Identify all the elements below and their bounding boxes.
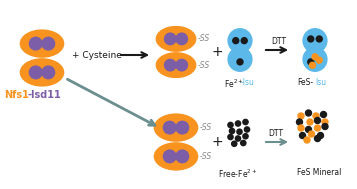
Circle shape — [243, 134, 248, 139]
Ellipse shape — [154, 114, 198, 141]
Circle shape — [165, 59, 176, 71]
Text: Fe$^{2+}$: Fe$^{2+}$ — [224, 78, 243, 90]
Circle shape — [308, 59, 314, 65]
Circle shape — [310, 62, 316, 68]
Text: Isu: Isu — [315, 78, 326, 87]
Circle shape — [42, 66, 55, 79]
Text: DTT: DTT — [271, 37, 286, 46]
Ellipse shape — [20, 59, 64, 86]
Circle shape — [176, 33, 187, 45]
Text: Nfs1: Nfs1 — [4, 90, 29, 100]
Circle shape — [42, 37, 55, 50]
Ellipse shape — [154, 143, 198, 170]
Text: -SS: -SS — [198, 34, 210, 43]
Text: +: + — [211, 45, 223, 59]
Circle shape — [306, 110, 312, 116]
Circle shape — [228, 47, 252, 71]
Circle shape — [322, 119, 328, 125]
Circle shape — [176, 121, 188, 134]
Ellipse shape — [156, 27, 196, 51]
Circle shape — [164, 121, 176, 134]
Circle shape — [316, 36, 322, 42]
Circle shape — [230, 128, 235, 134]
Circle shape — [233, 38, 239, 44]
Circle shape — [298, 125, 304, 131]
Circle shape — [29, 37, 42, 50]
Circle shape — [228, 122, 233, 128]
Text: -SS: -SS — [200, 152, 212, 161]
Circle shape — [306, 126, 312, 132]
Circle shape — [243, 119, 248, 125]
Circle shape — [241, 140, 246, 146]
Circle shape — [228, 134, 233, 140]
Circle shape — [307, 119, 313, 125]
Circle shape — [300, 132, 306, 139]
Circle shape — [315, 125, 321, 131]
Text: + Cysteine: + Cysteine — [72, 50, 122, 60]
Circle shape — [322, 123, 328, 129]
Text: -Isd11: -Isd11 — [28, 90, 62, 100]
Circle shape — [235, 136, 241, 141]
Circle shape — [316, 57, 322, 63]
Ellipse shape — [156, 53, 196, 77]
Circle shape — [176, 59, 187, 71]
Circle shape — [29, 66, 42, 79]
Circle shape — [304, 137, 310, 143]
Text: Free-Fe$^{2+}$: Free-Fe$^{2+}$ — [218, 168, 257, 180]
Circle shape — [312, 54, 318, 60]
Circle shape — [321, 112, 327, 118]
Circle shape — [235, 121, 241, 126]
Circle shape — [308, 36, 314, 42]
Text: -SS: -SS — [198, 61, 210, 70]
Circle shape — [176, 150, 188, 163]
Text: +: + — [211, 135, 223, 149]
Text: -SS: -SS — [200, 123, 212, 132]
Circle shape — [237, 129, 242, 134]
Circle shape — [245, 127, 250, 132]
Circle shape — [297, 119, 302, 125]
Text: DTT: DTT — [268, 129, 283, 138]
Circle shape — [237, 59, 243, 65]
Circle shape — [298, 113, 304, 119]
Circle shape — [303, 47, 327, 71]
Circle shape — [165, 33, 176, 45]
Circle shape — [308, 131, 315, 137]
Circle shape — [232, 141, 237, 146]
Text: FeS-: FeS- — [297, 78, 313, 87]
Circle shape — [317, 132, 323, 139]
Ellipse shape — [20, 30, 64, 57]
Circle shape — [315, 118, 321, 123]
Circle shape — [315, 136, 321, 142]
Circle shape — [313, 113, 319, 119]
Circle shape — [303, 29, 327, 53]
Text: -Isu: -Isu — [241, 78, 255, 87]
Text: FeS Mineral: FeS Mineral — [297, 168, 341, 177]
Circle shape — [164, 150, 176, 163]
Circle shape — [241, 38, 247, 44]
Circle shape — [228, 29, 252, 53]
